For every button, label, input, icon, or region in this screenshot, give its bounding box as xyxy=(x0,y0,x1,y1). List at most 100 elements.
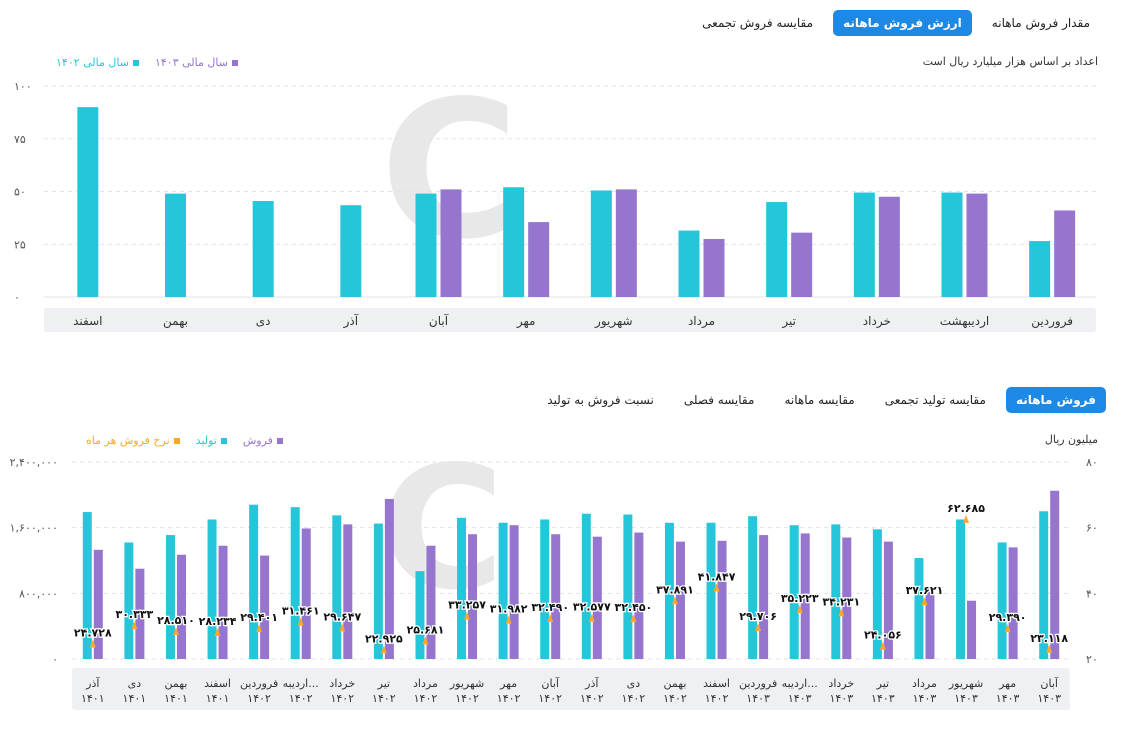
sales-bar xyxy=(1050,490,1060,659)
bar-1402 xyxy=(941,192,963,297)
production-bar xyxy=(415,571,425,659)
right-y-tick-label: ۲۰ xyxy=(1086,653,1098,666)
bar-1402 xyxy=(77,107,99,297)
bar-1403 xyxy=(966,193,988,297)
x-tick-label: ۱۴۰۱ xyxy=(206,692,230,705)
sales-bar xyxy=(218,545,228,659)
legend-label-1403: سال مالی ۱۴۰۳ xyxy=(154,56,228,69)
bar-1402 xyxy=(415,193,437,297)
x-tick-label: ۱۴۰۳ xyxy=(913,692,937,705)
x-tick-label: اسفند xyxy=(204,677,231,690)
legend-item-1403[interactable]: سال مالی ۱۴۰۳ xyxy=(155,56,238,69)
sales-bar xyxy=(1008,547,1018,659)
x-tick-label: اردیبهشت xyxy=(940,314,989,329)
production-bar xyxy=(1039,511,1049,659)
x-tick-label: آذر xyxy=(85,676,100,690)
x-axis-band xyxy=(44,308,1096,332)
x-tick-label: ۱۴۰۱ xyxy=(164,692,188,705)
rate-data-label: ۲۲.۹۲۵ xyxy=(365,632,403,645)
legend-swatch-orange xyxy=(173,437,180,444)
x-tick-label: ۱۴۰۳ xyxy=(746,692,770,705)
sales-bar xyxy=(800,533,810,659)
production-bar xyxy=(664,522,674,659)
sales-bar xyxy=(634,532,644,659)
bar-1403 xyxy=(878,196,900,297)
sales-bar xyxy=(509,525,519,659)
x-tick-label: ۱۴۰۲ xyxy=(622,692,646,705)
legend-label-production: تولید xyxy=(195,434,217,447)
rate-marker xyxy=(755,623,762,632)
x-tick-label: ۱۴۰۲ xyxy=(414,692,438,705)
x-tick-label: شهریور xyxy=(594,314,633,329)
rate-marker xyxy=(713,583,720,592)
x-tick-label: خرداد xyxy=(863,314,891,329)
x-tick-label: مهر xyxy=(499,677,517,690)
sales-bar xyxy=(135,568,145,659)
rate-marker xyxy=(214,627,221,636)
bar-1403 xyxy=(615,189,637,297)
right-y-tick-label: ۸۰ xyxy=(1086,456,1098,469)
tab-monthly-sales-quantity[interactable]: مقدار فروش ماهانه xyxy=(991,16,1090,30)
sales-bar xyxy=(592,536,602,659)
rate-data-label: ۳۲.۴۹۰ xyxy=(531,601,569,614)
top-chart-legend: سال مالی ۱۴۰۳ سال مالی ۱۴۰۲ xyxy=(56,56,238,69)
tab-monthly-comparison[interactable]: مقایسه ماهانه xyxy=(784,393,855,407)
x-tick-label: اسفند xyxy=(703,677,730,690)
bar-1402 xyxy=(252,200,274,297)
rate-data-label: ۲۴.۰۵۶ xyxy=(864,629,902,642)
rate-marker xyxy=(505,615,512,624)
bar-1403 xyxy=(791,232,813,297)
tab-cumulative-sales-comparison[interactable]: مقایسه فروش تجمعی xyxy=(702,16,814,30)
bar-1402 xyxy=(503,187,525,297)
sales-bar xyxy=(967,600,977,659)
production-bar xyxy=(124,542,134,659)
rate-data-label: ۲۳.۱۱۸ xyxy=(1030,632,1068,645)
sales-bar xyxy=(343,524,353,659)
rate-data-label: ۳۵.۲۲۳ xyxy=(781,592,819,605)
rate-data-label: ۲۵.۶۸۱ xyxy=(407,623,445,636)
legend-item-rate[interactable]: نرخ فروش هر ماه xyxy=(86,434,180,447)
x-tick-label: ۱۴۰۲ xyxy=(538,692,562,705)
bar-1403 xyxy=(440,189,462,297)
x-tick-label: ۱۴۰۲ xyxy=(330,692,354,705)
production-bar xyxy=(789,525,799,659)
x-tick-label: فروردین xyxy=(739,677,777,690)
rate-data-label: ۲۸.۵۱۰ xyxy=(157,614,195,627)
rate-marker xyxy=(1046,644,1053,653)
rate-data-label: ۶۲.۶۸۵ xyxy=(947,502,985,515)
x-tick-label: فروردین xyxy=(240,677,278,690)
legend-item-sales[interactable]: فروش xyxy=(243,434,283,447)
legend-item-1402[interactable]: سال مالی ۱۴۰۲ xyxy=(56,56,139,69)
legend-item-production[interactable]: تولید xyxy=(196,434,227,447)
tab-monthly-sales-value[interactable]: ارزش فروش ماهانه xyxy=(833,10,972,36)
x-tick-label: دی xyxy=(256,314,271,328)
rate-marker xyxy=(630,614,637,623)
rate-data-label: ۲۹.۳۹۰ xyxy=(989,611,1027,624)
rate-data-label: ۳۷.۶۲۱ xyxy=(906,584,944,597)
sales-bar xyxy=(675,541,685,659)
x-tick-label: ۱۴۰۳ xyxy=(788,692,812,705)
left-y-tick-label: ۱,۶۰۰,۰۰۰ xyxy=(10,522,58,535)
rate-marker xyxy=(380,645,387,654)
left-y-tick-label: ۲,۴۰۰,۰۰۰ xyxy=(10,456,58,469)
rate-data-label: ۲۹.۴۰۱ xyxy=(240,611,278,624)
tab-sales-to-production-ratio[interactable]: نسبت فروش به تولید xyxy=(547,393,654,407)
x-tick-label: اردیبه... xyxy=(782,677,818,690)
bar-1403 xyxy=(703,238,725,297)
sales-bar xyxy=(426,545,436,659)
x-tick-label: مرداد xyxy=(688,314,715,329)
x-tick-label: بهمن xyxy=(165,677,188,690)
x-tick-label: ۱۴۰۲ xyxy=(705,692,729,705)
bar-1402 xyxy=(165,193,186,297)
bar-1402 xyxy=(340,205,362,297)
legend-label-sales: فروش xyxy=(242,434,273,447)
y-tick-label: ۲۵ xyxy=(14,238,26,251)
tab-cumulative-production[interactable]: مقایسه تولید تجمعی xyxy=(884,393,986,407)
rate-marker xyxy=(671,596,678,605)
x-tick-label: ۱۴۰۲ xyxy=(289,692,313,705)
bar-1402 xyxy=(590,190,612,297)
tab-seasonal-comparison[interactable]: مقایسه فصلی xyxy=(683,393,755,407)
x-tick-label: مهر xyxy=(998,677,1016,690)
x-tick-label: بهمن xyxy=(664,677,687,690)
tab-monthly-sales[interactable]: فروش ماهانه xyxy=(1005,387,1106,413)
